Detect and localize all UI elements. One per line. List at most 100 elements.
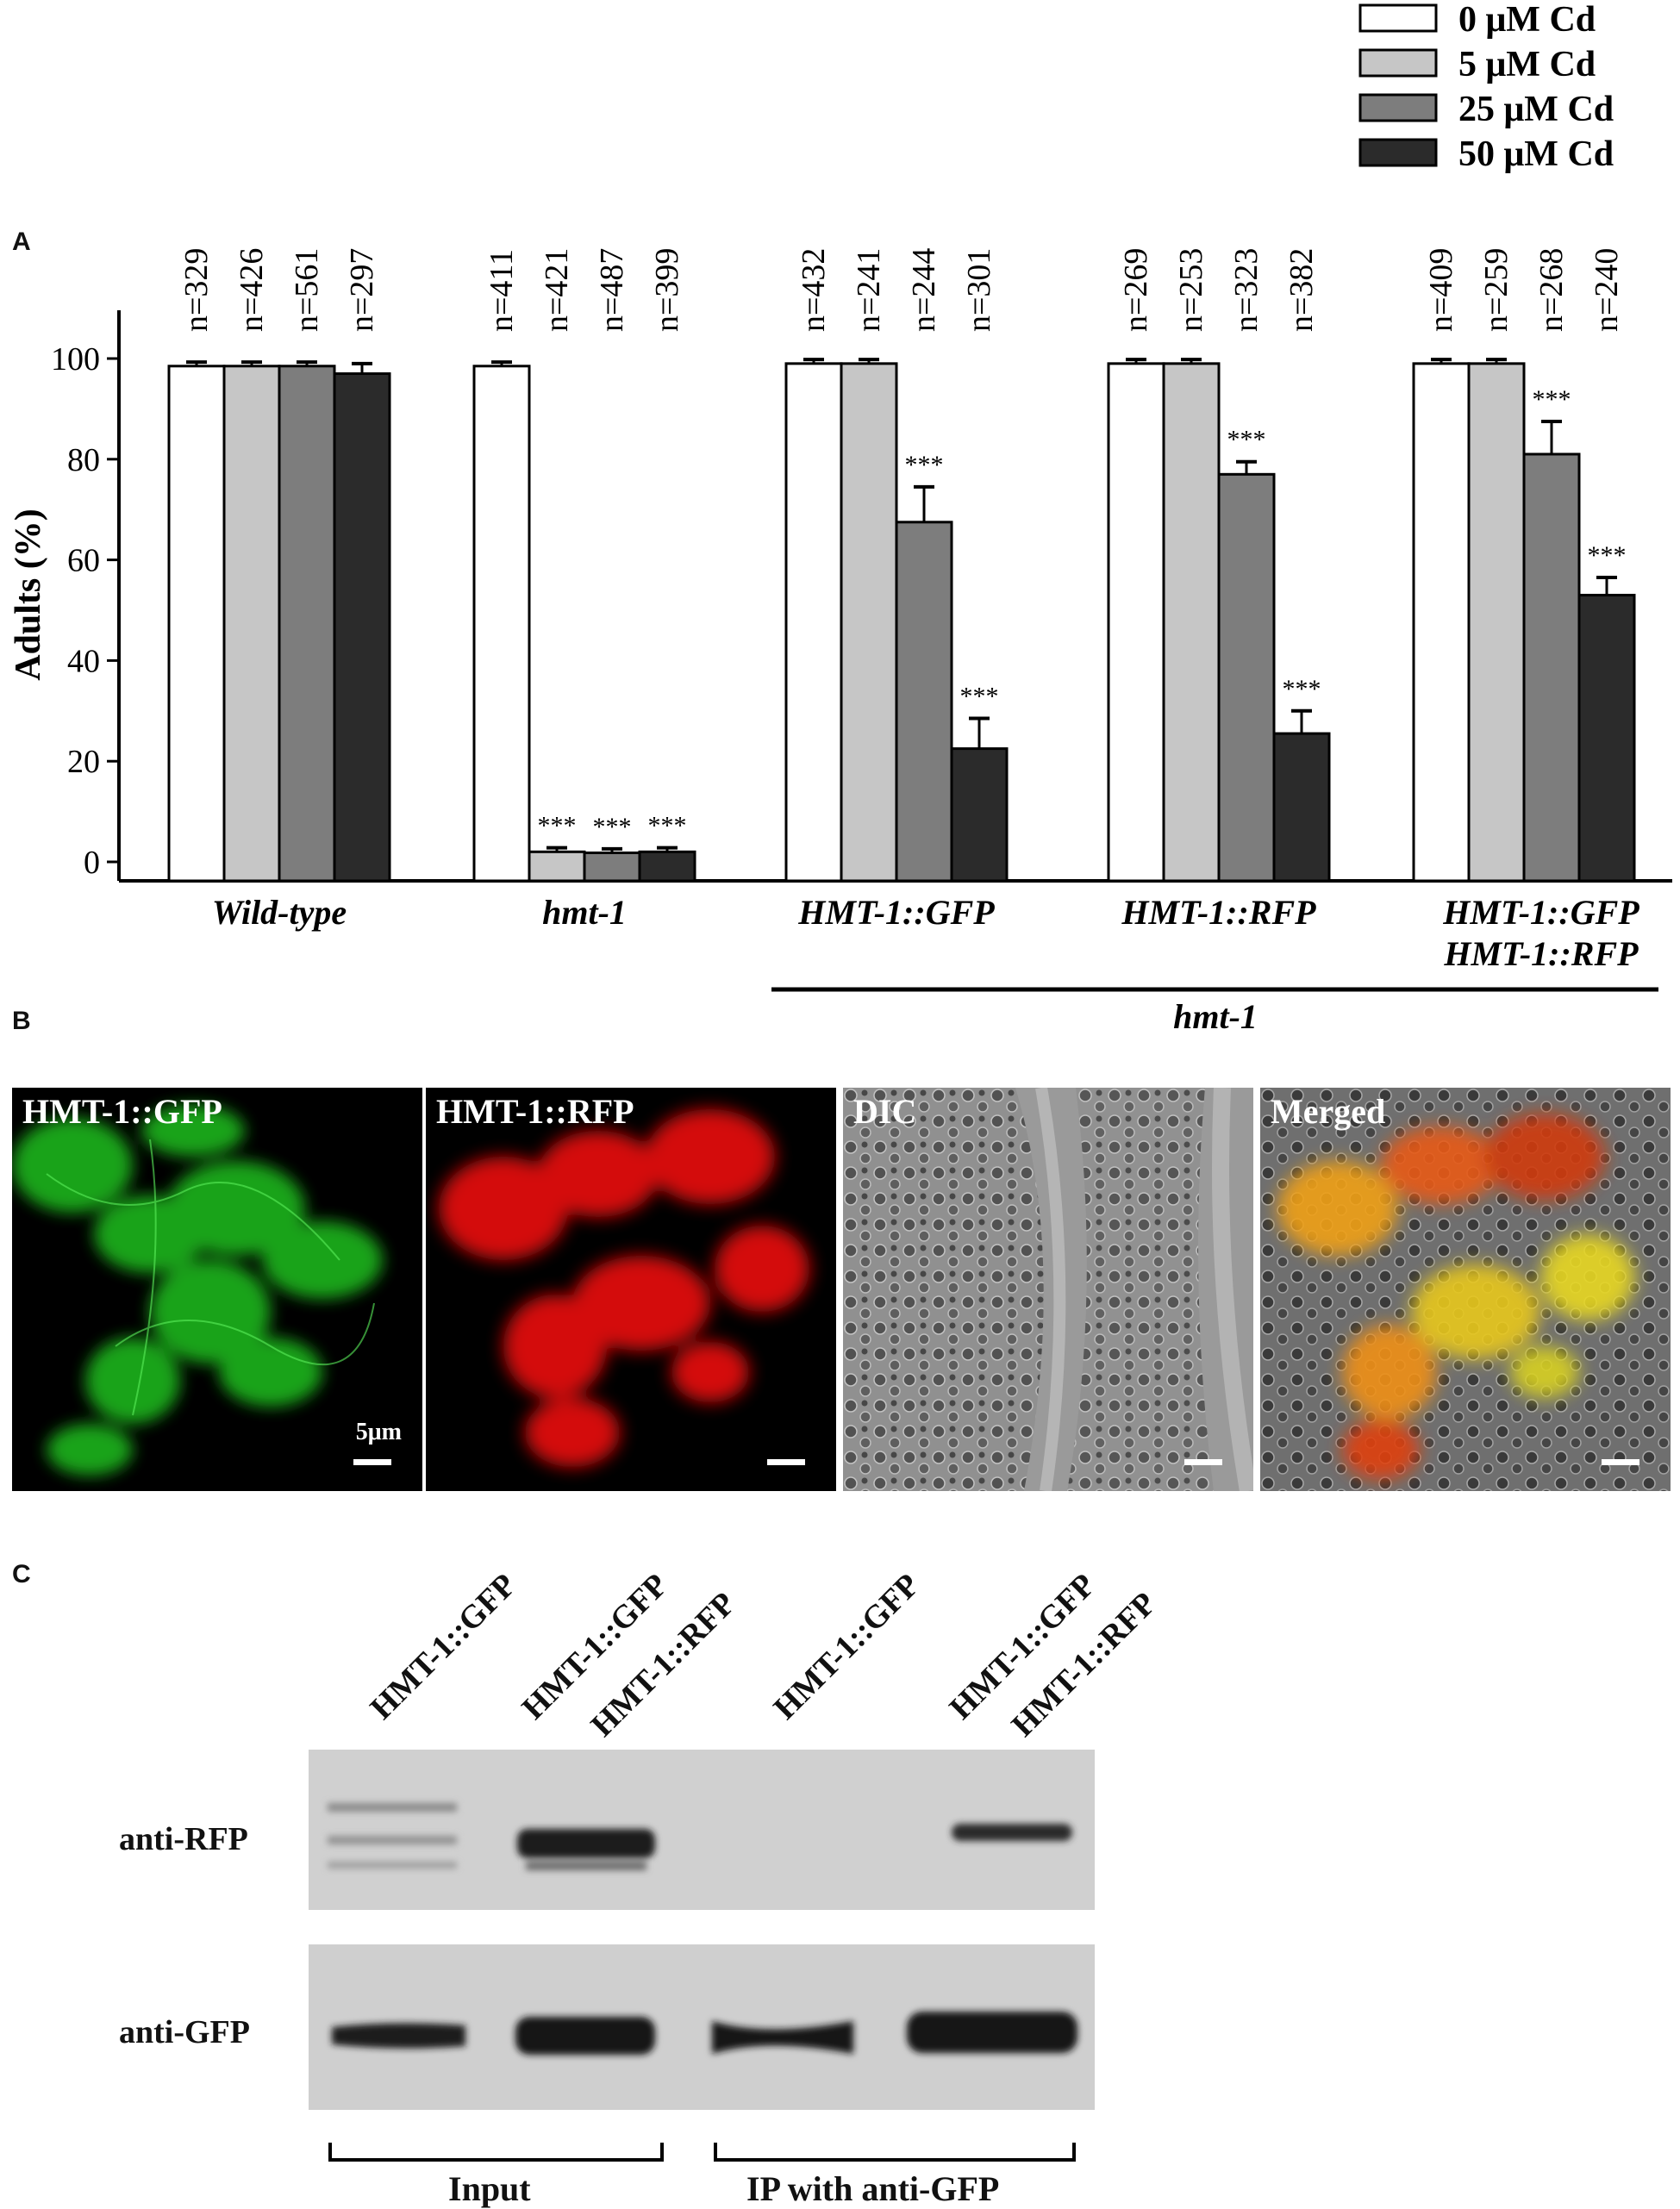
n-label: n=301: [961, 248, 997, 332]
y-tick-label: 40: [67, 643, 100, 679]
legend-label: 25 μM Cd: [1458, 90, 1614, 129]
micro-image-gfp: HMT-1::GFP 5μm: [12, 1088, 422, 1491]
category-label: hmt-1: [542, 893, 627, 932]
legend-swatch: [1358, 48, 1438, 78]
significance-label: ***: [1227, 426, 1266, 454]
n-label: n=399: [649, 248, 685, 332]
significance-label: ***: [960, 683, 999, 711]
n-label: n=269: [1118, 248, 1154, 332]
blot-band: [952, 1824, 1072, 1841]
category-label: HMT-1::GFP: [797, 893, 995, 932]
bar: [167, 365, 226, 883]
bar: [1162, 362, 1221, 883]
n-label: n=253: [1173, 248, 1209, 332]
bar: [784, 362, 843, 883]
bracket-ip: [714, 2143, 1076, 2162]
blot-band: [328, 1836, 457, 1844]
y-tick-label: 100: [51, 341, 100, 378]
y-axis-label: Adults (%): [9, 509, 48, 681]
lane-label: HMT-1::GFP: [363, 1566, 524, 1727]
blot-band: [332, 2023, 465, 2049]
legend-swatch: [1358, 138, 1438, 167]
bar-chart: 0 20 40 60 80 100 Adults (%) n=329 n=426 n=561 n=2…: [9, 0, 1672, 1034]
n-label: n=259: [1478, 248, 1514, 332]
legend-swatch: [1358, 3, 1438, 33]
lane-label: HMT-1::GFP: [766, 1566, 927, 1727]
bar: [1577, 593, 1636, 883]
bar: [1467, 362, 1526, 883]
legend-label: 0 μM Cd: [1458, 0, 1596, 40]
bar: [528, 850, 586, 883]
y-tick-label: 0: [84, 845, 100, 881]
n-label: n=426: [234, 248, 270, 332]
significance-label: ***: [593, 813, 632, 841]
n-label: n=421: [539, 248, 575, 332]
blot-band: [907, 2012, 1077, 2053]
micro-image-merged: Merged: [1260, 1088, 1671, 1491]
bar: [950, 747, 1009, 883]
blot-band: [712, 2021, 853, 2054]
significance-label: ***: [1283, 675, 1321, 703]
n-label: n=241: [851, 248, 887, 332]
scale-label: 5μm: [355, 1419, 402, 1445]
significance-label: ***: [648, 812, 687, 840]
blot-band: [515, 2017, 655, 2055]
blot-row-label-rfp: anti-RFP: [119, 1821, 248, 1857]
micro-label-rfp: HMT-1::RFP: [436, 1092, 634, 1131]
panel-letter-a: A: [12, 228, 31, 256]
scale-bar: [767, 1459, 805, 1465]
scale-bar: [1602, 1459, 1639, 1465]
bar: [278, 365, 336, 883]
bar: [840, 362, 898, 883]
bar: [1412, 362, 1471, 883]
n-label: n=432: [796, 248, 832, 332]
y-tick-label: 60: [67, 543, 100, 579]
bar: [333, 372, 391, 883]
n-label: n=240: [1589, 248, 1625, 332]
significance-label: ***: [905, 451, 944, 479]
bar: [222, 365, 281, 883]
bar: [583, 851, 641, 883]
micro-label-gfp: HMT-1::GFP: [22, 1092, 222, 1131]
bar: [1107, 362, 1165, 883]
blot-row-label-gfp: anti-GFP: [119, 2014, 250, 2050]
blot-band: [328, 1803, 457, 1812]
blot-membrane-gfp: [309, 1944, 1095, 2110]
panel-letter-c: C: [12, 1560, 31, 1588]
bracket-input: [328, 2143, 664, 2162]
bar: [895, 521, 953, 883]
category-label: HMT-1::RFP: [1443, 934, 1639, 973]
bar: [1217, 472, 1276, 883]
blot-band: [328, 1862, 457, 1869]
n-label: n=329: [178, 248, 215, 332]
panel-letter-b: B: [12, 1007, 31, 1035]
category-label: Wild-type: [212, 893, 347, 932]
y-tick-label: 20: [67, 744, 100, 780]
n-label: n=268: [1533, 248, 1570, 332]
category-label: HMT-1::GFP: [1442, 893, 1639, 932]
micro-label-merged: Merged: [1271, 1092, 1386, 1131]
scale-bar: [353, 1459, 391, 1465]
micro-label-dic: DIC: [853, 1092, 917, 1131]
bar: [1522, 452, 1581, 883]
bar: [472, 365, 531, 883]
bar: [1272, 732, 1331, 883]
n-label: n=409: [1423, 248, 1459, 332]
legend-label: 50 μM Cd: [1458, 134, 1614, 174]
significance-label: ***: [1533, 385, 1571, 414]
scale-bar: [1184, 1459, 1222, 1465]
significance-label: ***: [1588, 541, 1627, 570]
blot-band: [526, 1862, 646, 1870]
micro-image-dic: DIC: [843, 1088, 1253, 1491]
legend-label: 5 μM Cd: [1458, 45, 1596, 84]
n-label: n=411: [484, 249, 520, 332]
blot-membrane-rfp: [309, 1750, 1095, 1910]
legend-swatch: [1358, 93, 1438, 122]
y-tick-label: 80: [67, 442, 100, 478]
n-label: n=561: [289, 248, 325, 332]
n-label: n=244: [906, 248, 942, 332]
significance-label: ***: [538, 812, 577, 840]
group-bracket-label: hmt-1: [1173, 997, 1258, 1034]
n-label: n=382: [1283, 248, 1320, 332]
group-label-ip: IP with anti-GFP: [746, 2169, 1000, 2208]
